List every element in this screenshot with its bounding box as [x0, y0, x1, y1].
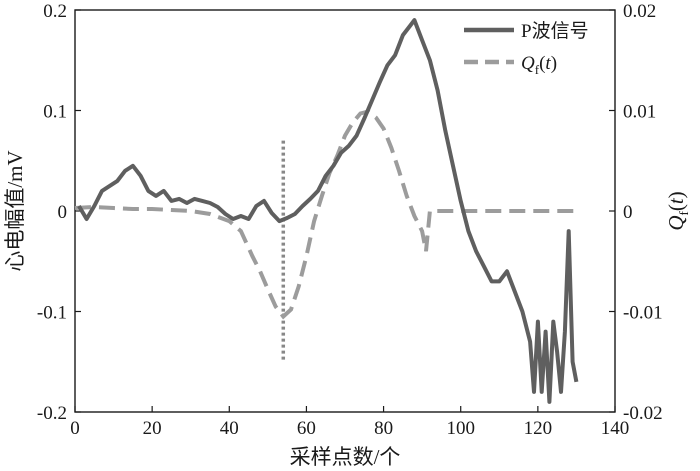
- y-right-tick-label: 0.02: [623, 1, 656, 22]
- x-tick-label: 20: [143, 418, 162, 439]
- y-right-tick-label: -0.02: [623, 403, 663, 424]
- x-tick-label: 140: [601, 418, 630, 439]
- y-left-tick-label: -0.2: [37, 403, 67, 424]
- y-right-axis-title: Qf(t): [664, 191, 691, 230]
- y-left-tick-label: -0.1: [37, 303, 67, 324]
- x-tick-label: 120: [524, 418, 553, 439]
- x-tick-label: 80: [374, 418, 393, 439]
- y-left-tick-label: 0.2: [43, 1, 67, 22]
- y-right-tick-label: 0: [623, 202, 633, 223]
- legend: P波信号 Qf(t): [464, 20, 589, 77]
- x-tick-label: 0: [70, 418, 80, 439]
- legend-label-p-wave: P波信号: [521, 20, 589, 42]
- x-tick-label: 40: [220, 418, 239, 439]
- x-tick-label: 100: [446, 418, 475, 439]
- series-p-wave-line: [77, 18, 579, 404]
- y-right-tick-label: -0.01: [623, 303, 663, 324]
- x-tick-label: 60: [297, 418, 316, 439]
- y-left-tick-label: 0: [58, 202, 68, 223]
- y-right-tick-label: 0.01: [623, 102, 656, 123]
- y-left-tick-label: 0.1: [43, 102, 67, 123]
- plot-area: [74, 9, 616, 413]
- axis-ticks: [74, 9, 616, 413]
- x-axis-title: 采样点数/个: [290, 445, 401, 469]
- series-qf-line: [74, 109, 577, 320]
- tick-labels: 0 20 40 60 80 100 120 140 -0.2 -0.1 0 0.1 0.2 -0.02 -0…: [37, 1, 663, 439]
- y-left-axis-title: 心电幅值/mV: [3, 150, 27, 271]
- legend-label-qf: Qf(t): [521, 53, 557, 77]
